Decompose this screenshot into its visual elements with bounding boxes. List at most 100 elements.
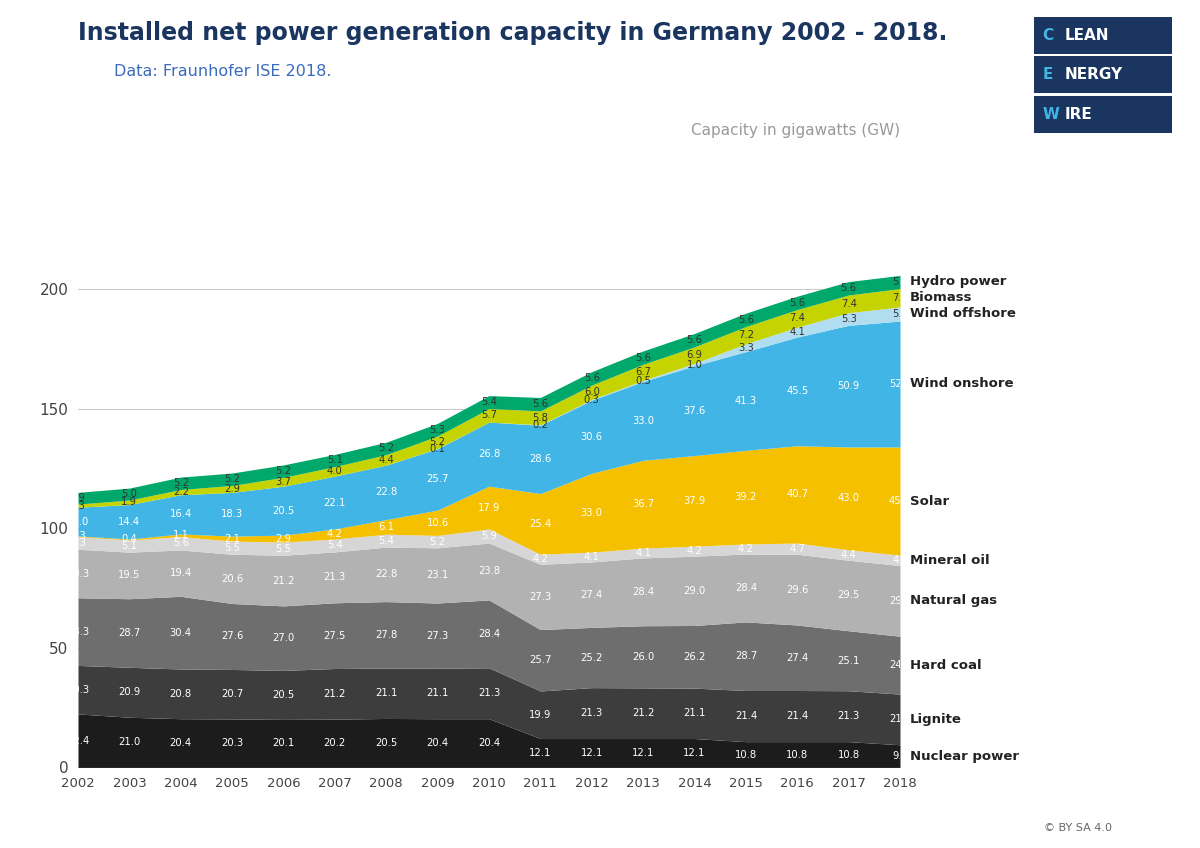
Text: 4.7: 4.7 [790, 544, 805, 554]
Text: 25.4: 25.4 [529, 519, 552, 529]
Text: 23.8: 23.8 [478, 566, 500, 577]
Text: 5.9: 5.9 [892, 309, 908, 319]
Text: 25.7: 25.7 [426, 474, 449, 484]
Text: 19.5: 19.5 [118, 571, 140, 580]
Text: 4.2: 4.2 [738, 544, 754, 554]
Text: 12.1: 12.1 [632, 748, 654, 758]
Text: 21.4: 21.4 [786, 711, 809, 721]
Text: 21.3: 21.3 [478, 689, 500, 698]
Text: 52.7: 52.7 [889, 379, 911, 389]
Text: 5.6: 5.6 [686, 335, 702, 345]
Text: 25.1: 25.1 [838, 656, 860, 666]
Text: 27.3: 27.3 [426, 631, 449, 640]
Text: 43.0: 43.0 [838, 494, 859, 504]
Text: © BY SA 4.0: © BY SA 4.0 [1044, 823, 1112, 833]
Text: 33.0: 33.0 [632, 416, 654, 426]
Text: 5.6: 5.6 [533, 399, 548, 410]
Text: 12.1: 12.1 [683, 748, 706, 758]
Text: 45.3: 45.3 [889, 496, 911, 506]
Text: 19.4: 19.4 [169, 568, 192, 578]
Text: 0.5: 0.5 [635, 376, 652, 386]
Text: 20.3: 20.3 [221, 738, 244, 748]
Text: 30.4: 30.4 [169, 628, 192, 638]
Text: NERGY: NERGY [1064, 67, 1123, 82]
Text: 5.2: 5.2 [378, 444, 395, 454]
Text: 21.1: 21.1 [376, 689, 397, 698]
Text: 21.3: 21.3 [838, 711, 859, 721]
Text: 40.7: 40.7 [786, 489, 809, 499]
Text: 4.2: 4.2 [326, 529, 343, 539]
Text: 5.6: 5.6 [583, 373, 600, 383]
Bar [1034, 56, 1172, 93]
Text: 29.5: 29.5 [838, 590, 860, 600]
Text: 5.6: 5.6 [841, 283, 857, 293]
Text: 21.0: 21.0 [119, 738, 140, 747]
Text: 0.2: 0.2 [533, 420, 548, 430]
Text: 33.0: 33.0 [581, 508, 602, 517]
Text: 23.1: 23.1 [426, 571, 449, 580]
Text: 22.1: 22.1 [324, 498, 346, 508]
Text: 9.5: 9.5 [892, 751, 908, 762]
Text: 5.2: 5.2 [430, 438, 445, 447]
Text: 5.6: 5.6 [738, 315, 754, 325]
Text: 10.8: 10.8 [786, 750, 809, 760]
Text: 26.8: 26.8 [478, 449, 500, 459]
Text: 21.2: 21.2 [324, 689, 346, 699]
Text: 20.3: 20.3 [67, 568, 89, 578]
Bar [1034, 96, 1172, 132]
Text: Biomass: Biomass [910, 291, 972, 304]
Text: 0.3: 0.3 [70, 531, 86, 541]
Text: 6.0: 6.0 [584, 388, 600, 397]
Text: 27.0: 27.0 [272, 633, 295, 643]
Text: 25.2: 25.2 [581, 652, 602, 662]
Text: 30.6: 30.6 [581, 432, 602, 442]
Text: 4.1: 4.1 [635, 548, 652, 558]
Text: 28.7: 28.7 [734, 651, 757, 661]
Text: 27.4: 27.4 [786, 653, 809, 663]
Text: Hard coal: Hard coal [910, 659, 982, 672]
Text: 2.9: 2.9 [224, 484, 240, 494]
Text: 10.8: 10.8 [734, 750, 757, 760]
Text: 5.9: 5.9 [481, 531, 497, 541]
Text: 22.8: 22.8 [376, 488, 397, 498]
Text: 21.1: 21.1 [683, 708, 706, 718]
Text: 29.6: 29.6 [786, 584, 809, 594]
Text: 1.0: 1.0 [686, 360, 702, 370]
Text: 6.1: 6.1 [378, 522, 395, 532]
Text: 28.4: 28.4 [734, 583, 757, 593]
Text: 12.1: 12.1 [581, 748, 602, 758]
Text: 21.4: 21.4 [734, 711, 757, 721]
Text: 21.2: 21.2 [272, 576, 295, 586]
Text: 21.2: 21.2 [632, 708, 654, 718]
Text: 20.4: 20.4 [478, 738, 500, 748]
Text: 20.5: 20.5 [272, 505, 295, 516]
Text: 5.5: 5.5 [276, 544, 292, 554]
Text: 41.3: 41.3 [734, 396, 757, 406]
Text: Wind offshore: Wind offshore [910, 308, 1015, 321]
Text: 5.6: 5.6 [790, 298, 805, 308]
Text: 20.5: 20.5 [376, 738, 397, 748]
Text: 4.3: 4.3 [892, 555, 908, 566]
Text: 4.9: 4.9 [70, 494, 86, 503]
Text: 5.5: 5.5 [892, 277, 908, 287]
Text: 4.4: 4.4 [378, 455, 394, 465]
Text: 5.6: 5.6 [635, 353, 652, 363]
Text: 16.4: 16.4 [169, 510, 192, 519]
Text: 0.4: 0.4 [121, 534, 137, 544]
Text: 4.2: 4.2 [533, 555, 548, 564]
Text: W: W [1043, 107, 1060, 121]
Text: 22.8: 22.8 [376, 569, 397, 579]
Text: 36.7: 36.7 [632, 499, 654, 509]
Text: 14.4: 14.4 [119, 516, 140, 527]
Text: 21.3: 21.3 [324, 572, 346, 583]
Text: 5.7: 5.7 [481, 410, 497, 421]
Text: 26.2: 26.2 [683, 652, 706, 661]
Text: 18.3: 18.3 [221, 510, 244, 519]
Text: 27.4: 27.4 [581, 589, 602, 600]
Text: 1.1: 1.1 [173, 530, 188, 540]
Text: 6.9: 6.9 [686, 350, 702, 360]
Text: 5.2: 5.2 [276, 466, 292, 476]
Text: 5.3: 5.3 [70, 538, 86, 548]
Text: 5.3: 5.3 [841, 314, 857, 324]
Text: 12.1: 12.1 [529, 748, 552, 758]
